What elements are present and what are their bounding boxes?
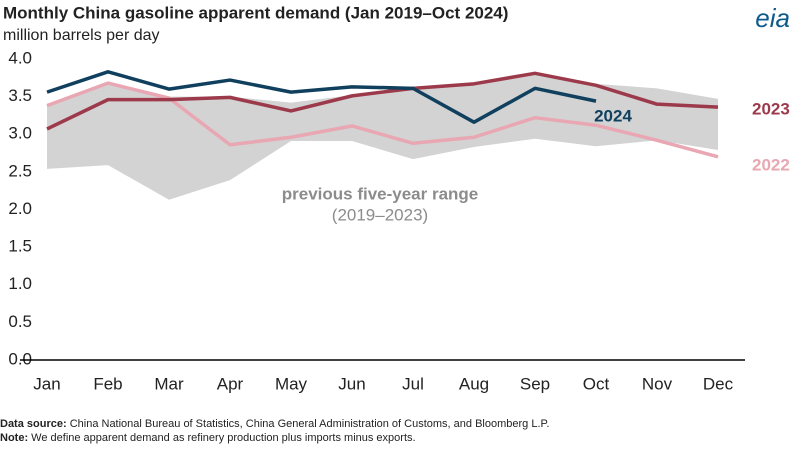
range-sublabel: (2019–2023) <box>332 205 428 224</box>
footnote-label: Data source: <box>0 418 67 430</box>
x-tick-label: Feb <box>93 374 122 393</box>
x-tick-label: Jul <box>402 374 424 393</box>
footnote-label: Note: <box>0 432 28 444</box>
y-tick-label: 0.5 <box>8 312 32 331</box>
x-tick-label: Dec <box>703 374 734 393</box>
y-tick-label: 2.0 <box>8 199 32 218</box>
series-label: 2023 <box>752 99 790 118</box>
chart-title: Monthly China gasoline apparent demand (… <box>3 3 508 22</box>
y-tick-label: 2.5 <box>8 161 32 180</box>
x-tick-label: Sep <box>520 374 550 393</box>
series-line <box>46 81 719 159</box>
series-label: 2022 <box>752 155 790 174</box>
x-tick-label: Apr <box>217 374 244 393</box>
logo: eia <box>755 3 790 33</box>
series-line <box>46 70 597 124</box>
y-tick-label: 4.0 <box>8 48 32 67</box>
x-tick-label: Jun <box>338 374 365 393</box>
x-tick-label: Oct <box>583 374 610 393</box>
range-label: previous five-year range <box>282 184 479 203</box>
y-tick-label: 3.5 <box>8 86 32 105</box>
y-tick-label: 3.0 <box>8 124 32 143</box>
series-line <box>46 71 719 131</box>
series-label: 2024 <box>594 106 632 125</box>
x-tick-label: Aug <box>459 374 489 393</box>
chart-subtitle: million barrels per day <box>3 27 160 44</box>
footnote: Note: We define apparent demand as refin… <box>0 432 416 444</box>
y-tick-label: 1.5 <box>8 237 32 256</box>
x-tick-label: Mar <box>154 374 184 393</box>
x-tick-label: Nov <box>642 374 673 393</box>
y-tick-label: 0.0 <box>8 349 32 368</box>
footnote: Data source: China National Bureau of St… <box>0 418 549 430</box>
x-tick-label: Jan <box>33 374 60 393</box>
y-tick-label: 1.0 <box>8 274 32 293</box>
footnote-text: China National Bureau of Statistics, Chi… <box>70 418 550 430</box>
footnote-text: We define apparent demand as refinery pr… <box>31 432 415 444</box>
x-tick-label: May <box>275 374 308 393</box>
